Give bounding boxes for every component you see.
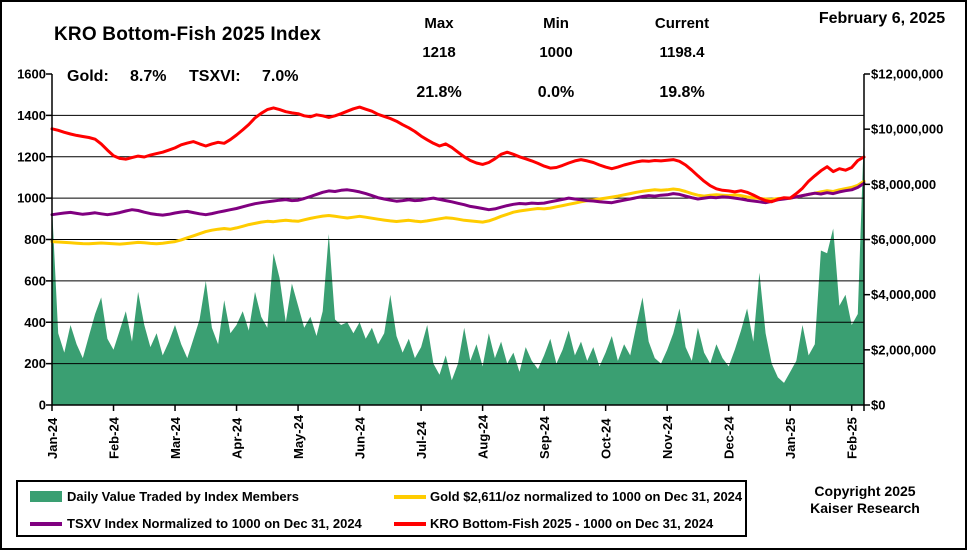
stat-value-max: 1218: [422, 44, 456, 61]
svg-text:$8,000,000: $8,000,000: [871, 177, 936, 192]
chart-legend: Daily Value Traded by Index Members Gold…: [16, 480, 747, 537]
svg-text:600: 600: [24, 273, 46, 288]
svg-text:Dec-24: Dec-24: [722, 416, 737, 459]
svg-text:$6,000,000: $6,000,000: [871, 232, 936, 247]
x-axis-labels: Jan-24 Feb-24 Mar-24 Apr-24 May-24 Jun-24 Jul-…: [45, 414, 860, 459]
tsxvi-change-label: TSXVI:: [189, 68, 241, 85]
legend-label-kro: KRO Bottom-Fish 2025 - 1000 on Dec 31, 2…: [430, 516, 714, 531]
gold-change-value: 8.7%: [130, 68, 167, 85]
svg-text:400: 400: [24, 315, 46, 330]
legend-label-gold: Gold $2,611/oz normalized to 1000 on Dec…: [430, 489, 743, 504]
right-axis-labels: $0 $2,000,000 $4,000,000 $6,000,000 $8,000,0…: [871, 67, 943, 413]
legend-label-daily-value: Daily Value Traded by Index Members: [67, 489, 299, 504]
series-tsxv-line: [50, 181, 866, 217]
svg-text:Apr-24: Apr-24: [230, 417, 245, 459]
svg-text:200: 200: [24, 356, 46, 371]
series-kro-line: [50, 105, 866, 204]
stat-percent-max: 21.8%: [416, 84, 462, 101]
svg-text:1400: 1400: [17, 108, 46, 123]
svg-text:Feb-25: Feb-25: [845, 417, 860, 459]
svg-text:Jul-24: Jul-24: [414, 421, 429, 459]
left-axis-labels: 0 200 400 600 800 1000 1200 1400 1600: [17, 67, 46, 413]
svg-text:Mar-24: Mar-24: [168, 416, 183, 459]
svg-text:0: 0: [39, 398, 46, 413]
series-daily-value-area: [52, 131, 864, 405]
stat-percent-current: 19.8%: [659, 84, 705, 101]
svg-text:Jan-25: Jan-25: [783, 418, 798, 459]
axes: [46, 73, 870, 411]
copyright-line1: Copyright 2025: [814, 483, 916, 499]
benchmark-stats: Gold: 8.7% TSXVI: 7.0%: [67, 68, 327, 88]
legend-label-tsxv: TSXV Index Normalized to 1000 on Dec 31,…: [67, 516, 362, 531]
svg-text:Sep-24: Sep-24: [537, 416, 552, 459]
tsxvi-change-value: 7.0%: [262, 68, 299, 85]
svg-text:May-24: May-24: [291, 414, 306, 459]
svg-text:1200: 1200: [17, 149, 46, 164]
series-gold-line: [50, 179, 866, 246]
stat-value-current: 1198.4: [659, 44, 705, 61]
stat-header-max: Max: [424, 15, 454, 32]
legend-swatch-tsxv-icon: [30, 522, 62, 526]
copyright-notice: Copyright 2025 Kaiser Research: [800, 483, 930, 517]
stat-header-min: Min: [543, 15, 569, 32]
svg-text:Nov-24: Nov-24: [660, 415, 675, 459]
svg-text:Jun-24: Jun-24: [353, 416, 368, 459]
svg-text:1600: 1600: [17, 67, 46, 82]
stat-percent-min: 0.0%: [537, 84, 575, 101]
legend-swatch-kro-icon: [394, 522, 426, 526]
svg-text:Feb-24: Feb-24: [107, 416, 122, 459]
svg-text:Jan-24: Jan-24: [45, 417, 60, 459]
report-date: February 6, 2025: [818, 10, 946, 27]
svg-text:$2,000,000: $2,000,000: [871, 342, 936, 357]
svg-text:$0: $0: [871, 398, 885, 413]
svg-text:$10,000,000: $10,000,000: [871, 122, 943, 137]
copyright-line2: Kaiser Research: [810, 500, 920, 516]
gold-change-label: Gold:: [67, 68, 109, 85]
legend-swatch-gold-icon: [394, 495, 426, 499]
stat-header-current: Current: [654, 15, 710, 32]
svg-text:Oct-24: Oct-24: [599, 418, 614, 459]
svg-text:$12,000,000: $12,000,000: [871, 67, 943, 82]
page-title: KRO Bottom-Fish 2025 Index: [54, 24, 322, 45]
stat-value-min: 1000: [539, 44, 573, 61]
svg-text:1000: 1000: [17, 191, 46, 206]
svg-text:800: 800: [24, 232, 46, 247]
svg-text:Aug-24: Aug-24: [476, 414, 491, 459]
legend-swatch-daily-value-icon: [30, 491, 62, 502]
svg-text:$4,000,000: $4,000,000: [871, 287, 936, 302]
